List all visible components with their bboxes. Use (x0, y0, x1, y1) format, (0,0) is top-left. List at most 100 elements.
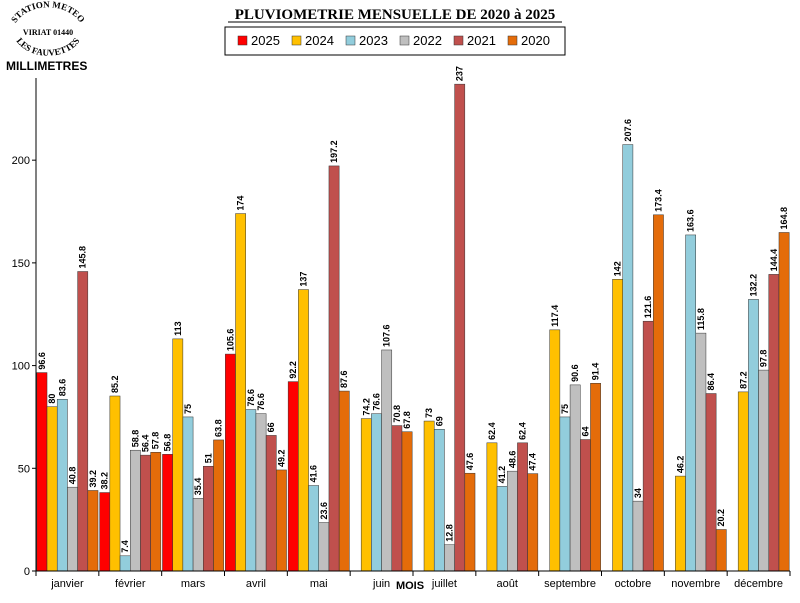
data-label: 87.2 (738, 371, 748, 389)
bar (130, 449, 141, 572)
bar (695, 332, 707, 572)
x-tick-label: juillet (431, 578, 457, 590)
bar (590, 383, 601, 572)
y-axis-label: MILLIMETRES (6, 59, 87, 73)
data-label: 75 (560, 404, 570, 414)
x-axis-label: MOIS (396, 580, 424, 592)
data-label: 35.4 (193, 478, 203, 496)
bar (172, 338, 184, 572)
y-tick-label: 200 (12, 155, 30, 167)
bar (580, 439, 591, 572)
bar (758, 369, 770, 572)
data-label: 48.6 (507, 451, 517, 469)
bar (705, 393, 717, 572)
data-label: 78.6 (246, 389, 256, 407)
data-label: 142 (613, 261, 623, 276)
data-label: 92.2 (288, 361, 298, 379)
legend-label: 2022 (413, 33, 442, 48)
y-tick-label: 150 (12, 258, 30, 270)
data-label: 76.6 (256, 393, 266, 411)
bar (454, 83, 466, 572)
data-label: 121.6 (643, 296, 653, 319)
data-label: 63.8 (214, 419, 224, 437)
data-label: 145.8 (78, 246, 88, 269)
bar (255, 413, 267, 572)
data-label: 237 (455, 66, 465, 81)
x-tick-label: octobre (615, 578, 652, 590)
bar (381, 349, 393, 572)
logo-bottom-text: LES FAUVETTES (15, 36, 82, 58)
bar (748, 299, 759, 572)
bar (549, 329, 561, 572)
bar (318, 522, 330, 572)
bar (182, 416, 194, 572)
data-label: 163.6 (686, 209, 696, 232)
bar (632, 500, 644, 572)
bar (287, 381, 299, 572)
x-tick-label: novembre (671, 578, 720, 590)
x-tick-label: avril (246, 578, 266, 590)
legend-label: 2024 (305, 33, 334, 48)
data-label: 85.2 (110, 375, 120, 393)
data-label: 75 (183, 404, 193, 414)
data-label: 47.6 (465, 453, 475, 471)
legend-label: 2020 (521, 33, 550, 48)
bar (276, 469, 287, 572)
bar (46, 406, 58, 572)
data-label: 97.8 (759, 350, 769, 368)
y-axis: 0 50 100 150 200 (12, 78, 37, 578)
data-label: 56.4 (141, 435, 151, 453)
data-label: 20.2 (716, 509, 726, 527)
data-label: 107.6 (382, 324, 392, 347)
legend-swatch (399, 35, 410, 46)
x-tick-label: septembre (544, 578, 596, 590)
bar (653, 214, 664, 572)
bar (213, 439, 224, 572)
legend-swatch (291, 35, 302, 46)
x-tick-label: février (115, 578, 146, 590)
bar (642, 320, 654, 572)
data-label: 86.4 (706, 373, 716, 391)
logo-top-text: STATION METEO (9, 0, 87, 24)
data-label: 23.6 (319, 502, 329, 520)
bar (517, 442, 528, 572)
data-label: 56.8 (163, 434, 173, 452)
bar (444, 544, 455, 572)
x-tick-label: juin (372, 578, 390, 590)
bar (150, 452, 162, 572)
data-label: 76.6 (371, 393, 381, 411)
chart-title: PLUVIOMETRIE MENSUELLE DE 2020 à 2025 (235, 7, 555, 23)
bar (77, 271, 89, 572)
bar (338, 390, 350, 572)
x-tick-label: août (497, 578, 518, 590)
bar (119, 555, 131, 572)
x-tick-label: mars (181, 578, 206, 590)
bar (675, 475, 686, 572)
data-label: 39.2 (88, 470, 98, 488)
data-label: 34 (633, 488, 643, 498)
legend-swatch (237, 35, 248, 46)
data-label: 113 (173, 321, 183, 336)
data-label: 73 (424, 408, 434, 418)
data-label: 164.8 (779, 207, 789, 230)
x-tick-label: mai (310, 578, 328, 590)
bar (423, 420, 435, 572)
data-label: 105.6 (225, 329, 235, 352)
data-label: 38.2 (100, 472, 110, 490)
data-label: 12.8 (445, 524, 455, 542)
data-label: 137 (298, 272, 308, 287)
data-label: 41.2 (497, 466, 507, 484)
logo-middle-text: VIRIAT 01440 (23, 28, 73, 37)
data-label: 174 (236, 196, 246, 211)
data-label: 117.4 (550, 305, 560, 327)
legend-swatch (507, 35, 518, 46)
bar (109, 395, 121, 572)
bar (715, 529, 727, 572)
data-label: 62.4 (487, 422, 497, 440)
bar (360, 418, 372, 572)
bar (433, 429, 445, 572)
bar (36, 372, 48, 572)
bar (737, 391, 749, 572)
